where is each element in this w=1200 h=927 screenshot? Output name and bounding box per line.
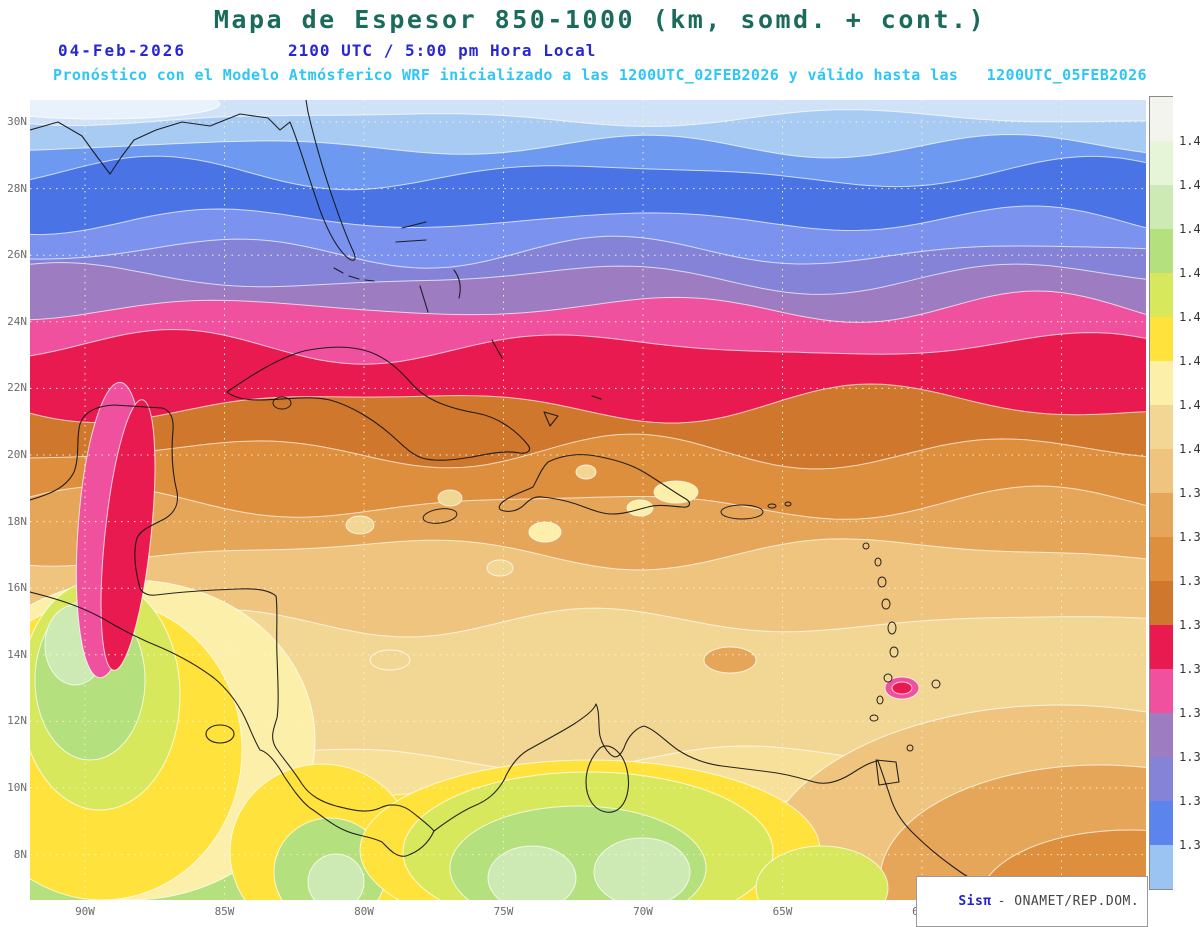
lon-label: 85W [214,905,235,918]
lon-label: 75W [493,905,514,918]
colorbar-label: 1.362 [1179,750,1200,764]
colorbar-label: 1.416 [1179,354,1200,368]
lat-label: 8N [13,847,27,861]
lat-label: 30N [7,115,27,128]
forecast-valid-time: 2100 UTC / 5:00 pm Hora Local [288,41,597,60]
map-canvas [30,100,1146,900]
colorbar-label: 1.41 [1179,398,1200,412]
lat-label: 14N [7,647,27,661]
lat-label: 10N [7,781,27,794]
colorbar-label: 1.428 [1179,266,1200,280]
lat-label: 22N [7,381,27,395]
date-line: 04-Feb-2026 2100 UTC / 5:00 pm Hora Loca… [0,41,1200,63]
lat-label: 16N [7,581,27,595]
lat-label: 28N [7,181,27,195]
colorbar-label: 1.35 [1179,838,1200,852]
colorbar-label: 1.422 [1179,310,1200,324]
watermark: Sisπ - ONAMET/REP.DOM. [916,876,1149,927]
model-info-line: Pronóstico con el Modelo Atmósferico WRF… [53,66,1147,84]
lon-label: 65W [772,905,793,918]
colorbar-frame [1149,96,1173,890]
colorbar-label: 1.44 [1179,178,1200,192]
colorbar-label: 1.392 [1179,530,1200,544]
colorbar-label: 1.368 [1179,706,1200,720]
lon-label: 90W [75,905,95,918]
lat-label: 12N [7,714,27,728]
colorbar-label: 1.434 [1179,222,1200,236]
colorbar-label: 1.356 [1179,794,1200,808]
colorbar-label: 1.374 [1179,662,1200,676]
colorbar-label: 1.446 [1179,134,1200,148]
lat-label: 20N [7,448,27,461]
lat-label: 24N [7,314,27,328]
colorbar-label: 1.38 [1179,618,1200,632]
thickness-contour-map [30,100,1146,900]
watermark-brand: Sisπ [958,894,992,909]
page-title: Mapa de Espesor 850-1000 (km, somd. + co… [213,5,987,34]
watermark-text: - ONAMET/REP.DOM. [997,894,1140,909]
lon-label: 80W [354,905,374,918]
colorbar-label: 1.398 [1179,486,1200,500]
lat-label: 18N [7,514,27,528]
colorbar-label: 1.404 [1179,442,1200,456]
lat-label: 26N [7,248,27,262]
forecast-date: 04-Feb-2026 [58,41,186,60]
lon-label: 70W [633,905,653,918]
colorbar-label: 1.386 [1179,574,1200,588]
